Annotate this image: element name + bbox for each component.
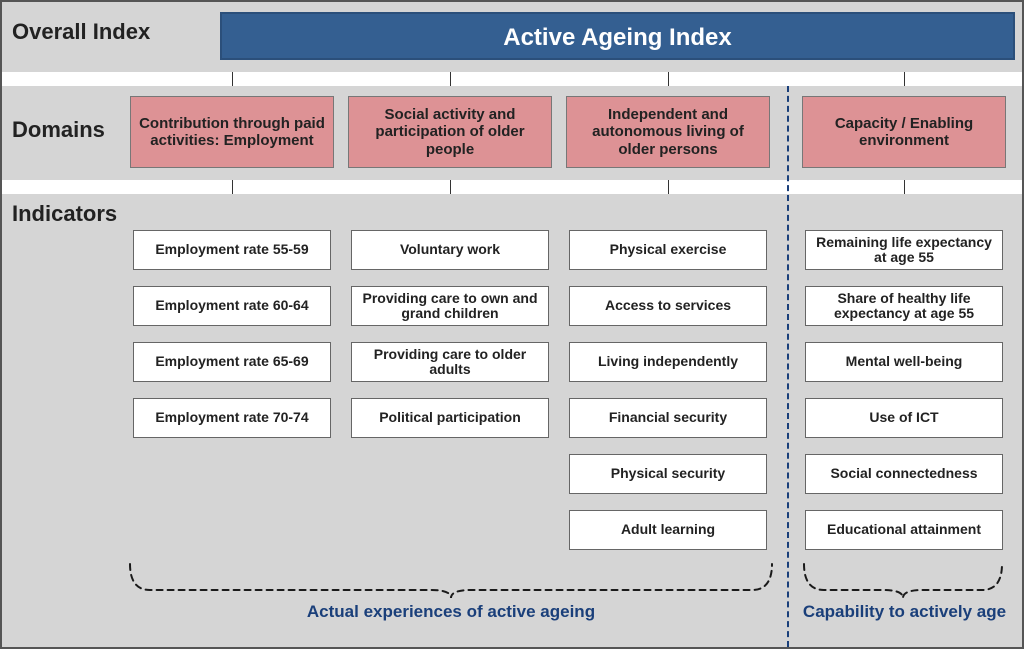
diagram-frame: Overall Index Domains Indicators Active …: [0, 0, 1024, 649]
indicator-box: Share of healthy life expectancy at age …: [805, 286, 1003, 326]
caption-actual-experiences: Actual experiences of active ageing: [130, 602, 772, 622]
title-bar: Active Ageing Index: [220, 12, 1015, 60]
indicator-box: Adult learning: [569, 510, 767, 550]
caption-capability: Capability to actively age: [797, 602, 1012, 622]
connector-tick: [904, 180, 905, 194]
indicator-box: Social connectedness: [805, 454, 1003, 494]
connector-tick: [668, 180, 669, 194]
curly-brace-right: [800, 560, 1006, 604]
indicator-box: Educational attainment: [805, 510, 1003, 550]
band-gap-1: [2, 72, 1022, 86]
indicator-box: Financial security: [569, 398, 767, 438]
title-text: Active Ageing Index: [503, 24, 732, 51]
indicator-box: Employment rate 60-64: [133, 286, 331, 326]
connector-tick: [450, 72, 451, 86]
domain-box: Capacity / Enabling environment: [802, 96, 1006, 168]
indicator-box: Employment rate 70-74: [133, 398, 331, 438]
domain-box: Independent and autonomous living of old…: [566, 96, 770, 168]
indicator-box: Living independently: [569, 342, 767, 382]
indicator-box: Access to services: [569, 286, 767, 326]
band-gap-2: [2, 180, 1022, 194]
indicator-box: Mental well-being: [805, 342, 1003, 382]
indicator-box: Remaining life expectancy at age 55: [805, 230, 1003, 270]
indicator-box: Providing care to older adults: [351, 342, 549, 382]
indicator-box: Employment rate 55-59: [133, 230, 331, 270]
label-domains: Domains: [12, 118, 105, 142]
indicator-box: Political participation: [351, 398, 549, 438]
indicator-box: Voluntary work: [351, 230, 549, 270]
domain-box: Social activity and participation of old…: [348, 96, 552, 168]
indicator-box: Physical exercise: [569, 230, 767, 270]
indicator-box: Physical security: [569, 454, 767, 494]
connector-tick: [232, 180, 233, 194]
vertical-separator: [787, 86, 789, 647]
label-indicators: Indicators: [12, 202, 117, 226]
connector-tick: [232, 72, 233, 86]
indicator-box: Employment rate 65-69: [133, 342, 331, 382]
connector-tick: [904, 72, 905, 86]
indicator-box: Providing care to own and grand children: [351, 286, 549, 326]
connector-tick: [450, 180, 451, 194]
domain-box: Contribution through paid activities: Em…: [130, 96, 334, 168]
curly-brace-left: [126, 560, 776, 604]
label-overall-index: Overall Index: [12, 20, 150, 44]
indicator-box: Use of ICT: [805, 398, 1003, 438]
connector-tick: [668, 72, 669, 86]
